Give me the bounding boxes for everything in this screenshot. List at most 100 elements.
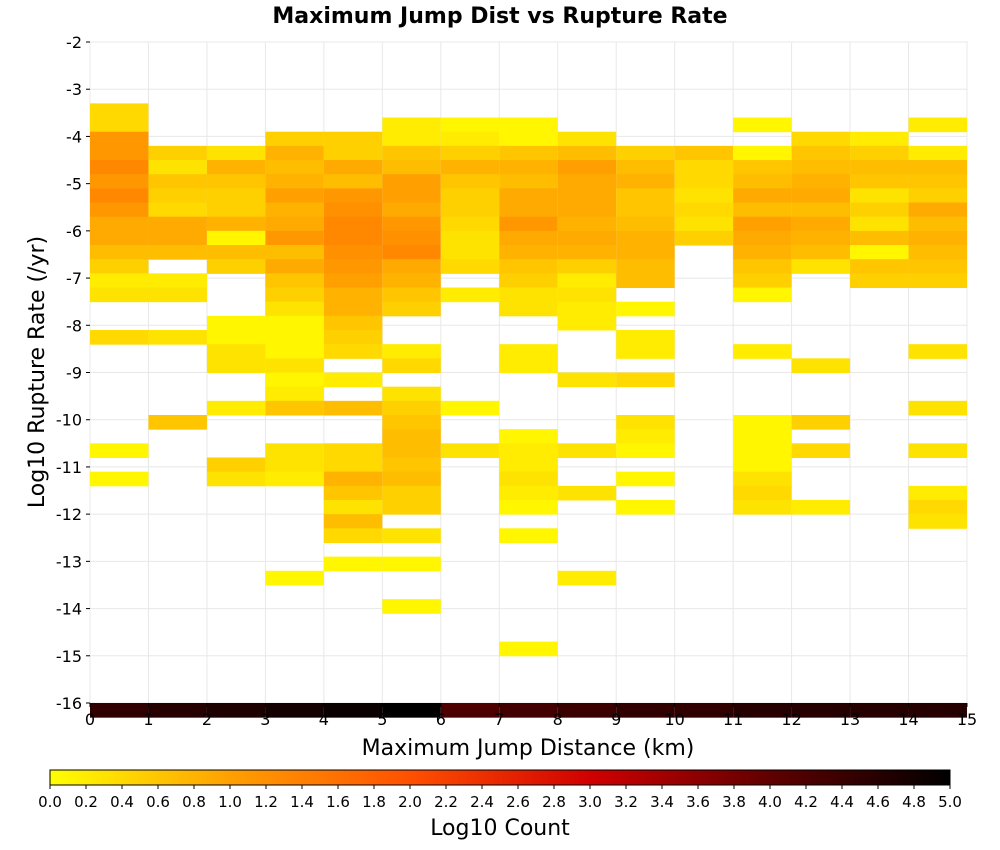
heatmap-cell: [265, 372, 324, 388]
heatmap-cell: [557, 202, 617, 218]
heatmap-cell: [791, 499, 851, 515]
heatmap-cell: [265, 344, 324, 359]
heatmap-cell: [323, 528, 383, 543]
heatmap-cell: [206, 358, 266, 373]
heatmap-cell: [323, 400, 383, 416]
x-tick-label: 12: [781, 710, 801, 729]
heatmap-cell: [908, 230, 967, 246]
heatmap-cell: [90, 202, 149, 218]
heatmap-cell: [382, 245, 441, 260]
heatmap-cell: [440, 230, 500, 246]
heatmap-cell: [908, 117, 967, 133]
y-axis-label: Log10 Rupture Rate (/yr): [25, 236, 50, 508]
colorbar: [49, 769, 951, 786]
heatmap-cell: [733, 202, 792, 218]
heatmap-cell: [323, 245, 383, 260]
colorbar-tick-label: 2.4: [470, 793, 494, 811]
heatmap-cell: [382, 703, 441, 718]
heatmap-cell: [90, 230, 149, 246]
colorbar-tick-label: 4.8: [902, 793, 926, 811]
heatmap-cell: [382, 174, 441, 189]
heatmap-cell: [557, 372, 617, 388]
heatmap-cell: [616, 202, 675, 218]
heatmap-cell: [733, 703, 792, 718]
heatmap-cell: [908, 344, 967, 359]
heatmap-cell: [148, 414, 207, 430]
heatmap-cell: [850, 216, 909, 232]
heatmap-cell: [850, 160, 909, 175]
colorbar-tick-label: 4.0: [758, 793, 782, 811]
heatmap-cell: [499, 344, 558, 359]
heatmap-cell: [440, 443, 500, 458]
heatmap-cell: [265, 273, 324, 289]
y-tick-label: -13: [56, 552, 82, 571]
heatmap-cell: [616, 414, 675, 430]
heatmap-cell: [323, 230, 383, 246]
heatmap-cell: [850, 230, 909, 246]
heatmap-cell: [265, 216, 324, 232]
heatmap-cell: [557, 301, 617, 317]
heatmap-cell: [148, 703, 207, 718]
heatmap-cell: [616, 372, 675, 388]
heatmap-cell: [265, 703, 324, 718]
heatmap-cell: [616, 703, 675, 718]
heatmap-cell: [265, 259, 324, 274]
heatmap-cell: [440, 245, 500, 260]
heatmap-cell: [148, 202, 207, 218]
heatmap-cell: [90, 103, 149, 119]
heatmap-cell: [908, 188, 967, 204]
heatmap-cell: [323, 485, 383, 501]
heatmap-cell: [557, 315, 617, 331]
heatmap-cell: [850, 188, 909, 204]
heatmap-cell: [440, 160, 500, 175]
heatmap-cell: [850, 245, 909, 260]
heatmap-cell: [908, 145, 967, 161]
heatmap-cell: [440, 703, 500, 718]
heatmap-cell: [382, 273, 441, 289]
heatmap-cell: [674, 145, 734, 161]
heatmap-cell: [499, 457, 558, 473]
heatmap-cell: [265, 330, 324, 345]
heatmap-cell: [557, 570, 617, 586]
heatmap-cell: [323, 703, 383, 718]
heatmap-cell: [733, 145, 792, 161]
heatmap-cell: [616, 145, 675, 161]
heatmap-cell: [382, 386, 441, 402]
y-tick-label: -11: [56, 458, 82, 477]
heatmap-cell: [908, 485, 967, 501]
heatmap-cell: [499, 528, 558, 543]
heatmap-cell: [206, 330, 266, 345]
heatmap-cell: [440, 174, 500, 189]
heatmap-cell: [733, 471, 792, 487]
heatmap-cell: [850, 259, 909, 274]
heatmap-cell: [206, 160, 266, 175]
heatmap-cell: [90, 131, 149, 147]
heatmap-cell: [206, 457, 266, 473]
heatmap-cell: [90, 188, 149, 204]
colorbar-tick-label: 2.0: [398, 793, 422, 811]
heatmap-cell: [557, 443, 617, 458]
heatmap-cell: [850, 273, 909, 289]
x-tick-label: 8: [553, 710, 563, 729]
heatmap-cell: [265, 400, 324, 416]
heatmap-cell: [382, 443, 441, 458]
heatmap-cell: [440, 259, 500, 274]
y-tick-label: -6: [66, 222, 82, 241]
heatmap-cell: [440, 145, 500, 161]
colorbar-tick-label: 0.6: [146, 793, 170, 811]
heatmap-cell: [616, 230, 675, 246]
heatmap-cell: [850, 131, 909, 147]
heatmap-cell: [265, 145, 324, 161]
heatmap-cell: [148, 145, 207, 161]
colorbar-tick-label: 3.8: [722, 793, 746, 811]
heatmap-cell: [323, 259, 383, 274]
heatmap-cell: [382, 301, 441, 317]
heatmap-cell: [733, 230, 792, 246]
heatmap-cell: [499, 301, 558, 317]
x-tick-label: 5: [377, 710, 387, 729]
colorbar-tick-label: 5.0: [938, 793, 962, 811]
heatmap-cell: [323, 301, 383, 317]
heatmap-cell: [674, 703, 734, 718]
heatmap-cell: [440, 287, 500, 303]
heatmap-cell: [557, 188, 617, 204]
